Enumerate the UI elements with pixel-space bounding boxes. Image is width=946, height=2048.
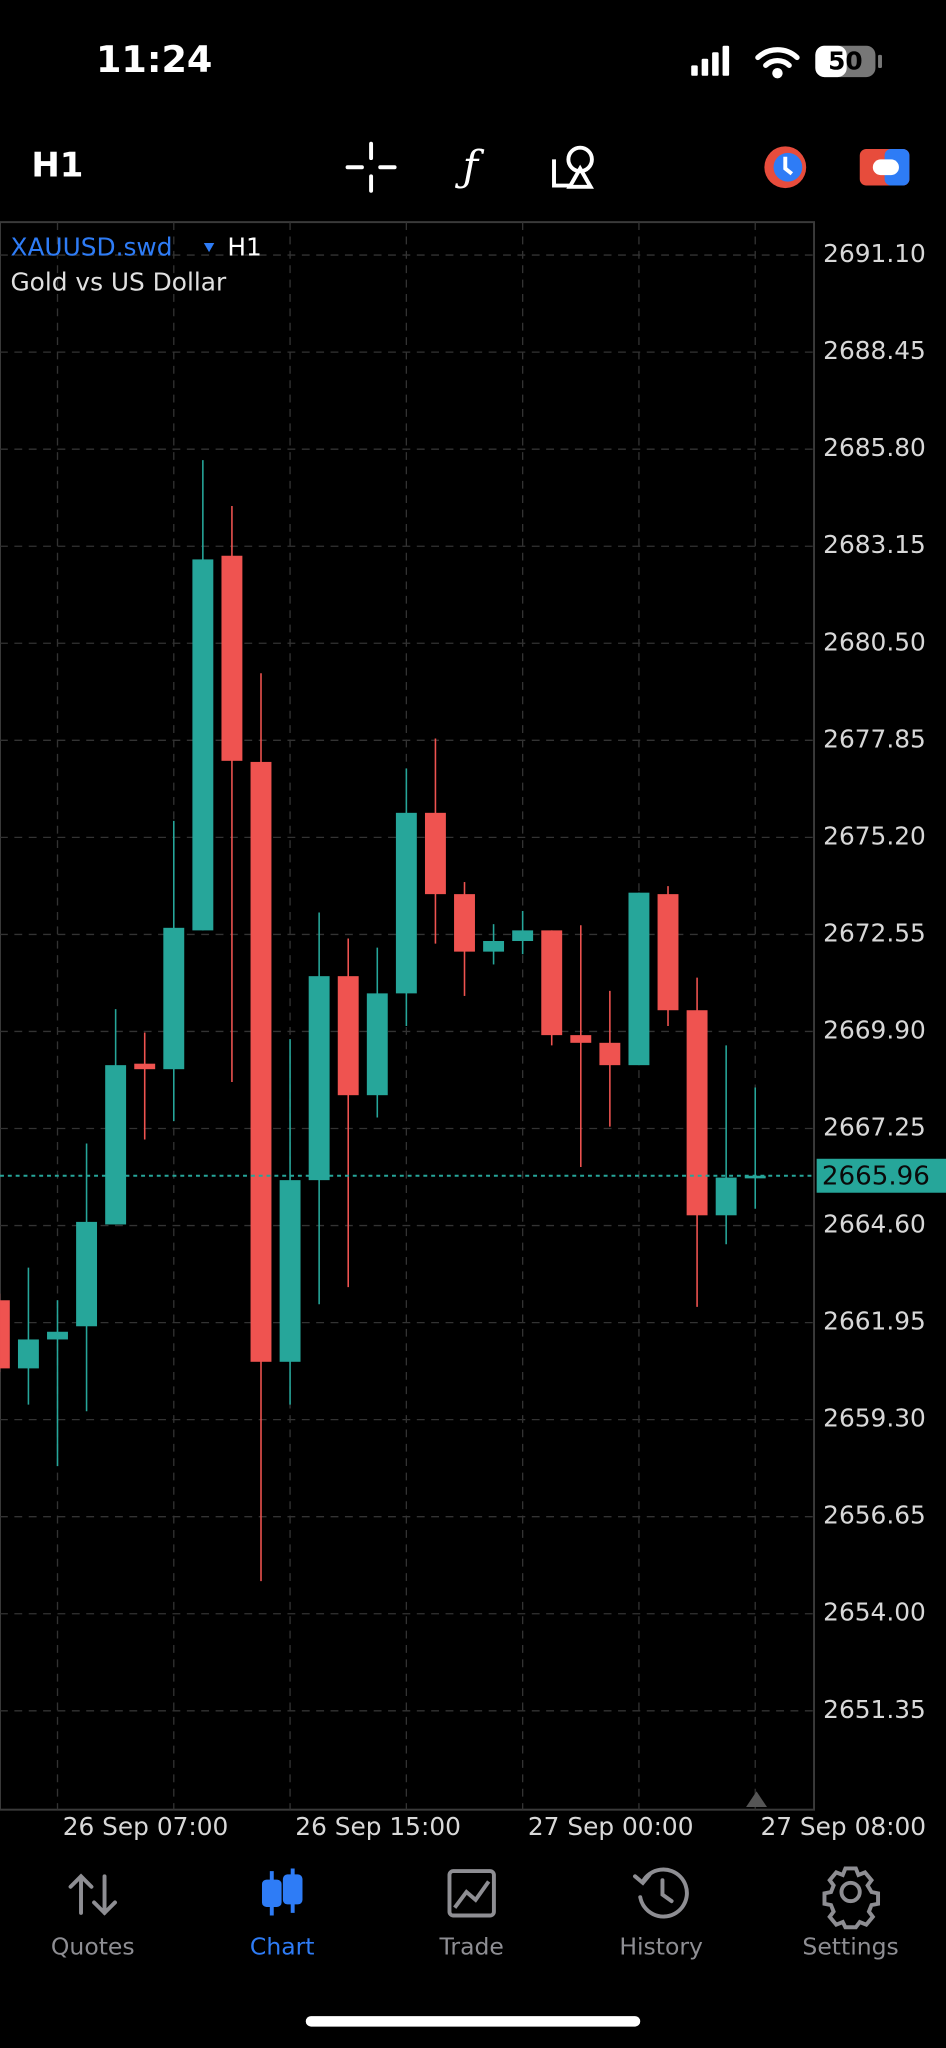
timeframe-button[interactable]: H1 bbox=[31, 146, 83, 186]
symbol-dropdown[interactable] bbox=[203, 243, 215, 253]
x-tick-label: 26 Sep 07:00 bbox=[63, 1812, 229, 1841]
candle-body bbox=[541, 930, 563, 1036]
history-icon[interactable] bbox=[633, 1867, 689, 1919]
wifi-icon bbox=[755, 47, 800, 79]
candle-body bbox=[47, 1331, 68, 1340]
tab-label[interactable]: History bbox=[619, 1933, 703, 1961]
candle-body bbox=[744, 1175, 766, 1179]
candle-body bbox=[17, 1339, 39, 1369]
candle-body bbox=[192, 559, 214, 931]
y-tick-label: 2680.50 bbox=[823, 627, 926, 656]
y-tick-label: 2667.25 bbox=[823, 1113, 926, 1142]
current-price-label: 2665.96 bbox=[822, 1162, 930, 1192]
y-tick-label: 2661.95 bbox=[823, 1307, 926, 1336]
candle-body bbox=[134, 1063, 156, 1070]
trade-icon[interactable] bbox=[447, 1869, 496, 1918]
candle-body bbox=[657, 894, 679, 1011]
x-tick-label: 27 Sep 00:00 bbox=[528, 1812, 694, 1841]
quotes-icon[interactable] bbox=[68, 1873, 117, 1916]
candle-body bbox=[250, 761, 272, 1362]
chart-icon[interactable] bbox=[261, 1868, 303, 1916]
y-tick-label: 2654.00 bbox=[823, 1598, 926, 1627]
status-time: 11:24 bbox=[96, 38, 212, 81]
y-tick-label: 2691.10 bbox=[823, 239, 926, 268]
y-tick-label: 2683.15 bbox=[823, 530, 926, 559]
candle-body bbox=[715, 1177, 737, 1216]
candle-body bbox=[454, 894, 475, 952]
candle-body bbox=[163, 927, 185, 1070]
home-indicator bbox=[305, 2016, 641, 2027]
y-tick-label: 2685.80 bbox=[823, 433, 926, 462]
candle-body bbox=[570, 1035, 592, 1043]
candle-body bbox=[308, 976, 330, 1181]
chart-timeframe: H1 bbox=[227, 232, 261, 261]
y-tick-label: 2659.30 bbox=[823, 1404, 926, 1433]
tab-label[interactable]: Chart bbox=[250, 1933, 315, 1961]
y-tick-label: 2672.55 bbox=[823, 918, 926, 947]
x-tick-label: 27 Sep 08:00 bbox=[760, 1812, 926, 1841]
candle-body bbox=[686, 1010, 708, 1216]
current-price-box bbox=[816, 1158, 946, 1193]
shift-marker bbox=[746, 1791, 767, 1808]
y-tick-label: 2677.85 bbox=[823, 724, 926, 753]
symbol-description: Gold vs US Dollar bbox=[10, 268, 227, 297]
objects-button[interactable] bbox=[552, 145, 594, 189]
candle-body bbox=[424, 812, 446, 895]
trade-mode-button[interactable] bbox=[764, 146, 807, 189]
indicators-button[interactable]: ƒ bbox=[455, 141, 485, 190]
x-tick-label: 26 Sep 15:00 bbox=[295, 1812, 461, 1841]
candle-body bbox=[105, 1065, 127, 1225]
y-tick-label: 2688.45 bbox=[823, 336, 926, 365]
candle-body bbox=[76, 1221, 98, 1327]
y-tick-label: 2675.20 bbox=[823, 821, 926, 850]
symbol-name[interactable]: XAUUSD.swd bbox=[10, 232, 172, 261]
tab-label[interactable]: Settings bbox=[802, 1933, 898, 1961]
crosshair-button[interactable] bbox=[345, 141, 397, 193]
battery-icon bbox=[815, 45, 882, 78]
plot-area bbox=[0, 254, 815, 1712]
tab-label[interactable]: Quotes bbox=[51, 1933, 135, 1961]
signal-icon bbox=[691, 45, 730, 76]
tab-label[interactable]: Trade bbox=[439, 1933, 504, 1961]
candle-body bbox=[599, 1042, 621, 1066]
candle-body bbox=[628, 892, 650, 1066]
one-click-button[interactable] bbox=[859, 148, 910, 186]
candle-body bbox=[512, 930, 534, 942]
candle-body bbox=[366, 993, 388, 1096]
settings-icon[interactable] bbox=[822, 1866, 881, 1930]
y-tick-label: 2664.60 bbox=[823, 1210, 926, 1239]
candle-body bbox=[279, 1180, 301, 1362]
candle-body bbox=[483, 941, 505, 952]
battery-level: 50 bbox=[828, 47, 863, 76]
y-tick-label: 2651.35 bbox=[823, 1695, 926, 1724]
candle-body bbox=[221, 555, 243, 761]
candle-body bbox=[337, 976, 359, 1096]
y-tick-label: 2669.90 bbox=[823, 1015, 926, 1044]
y-tick-label: 2656.65 bbox=[823, 1501, 926, 1530]
candle-body bbox=[395, 812, 417, 994]
candle-body bbox=[0, 1300, 10, 1369]
